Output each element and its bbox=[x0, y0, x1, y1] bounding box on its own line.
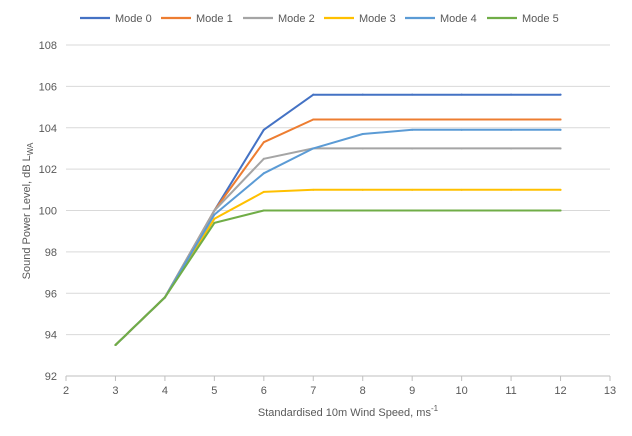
x-tick-label: 8 bbox=[360, 385, 366, 397]
data-point bbox=[559, 147, 562, 150]
data-point bbox=[460, 128, 463, 131]
data-point bbox=[460, 147, 463, 150]
data-point bbox=[510, 118, 513, 121]
y-tick-label: 102 bbox=[39, 164, 57, 176]
x-tick-label: 10 bbox=[456, 385, 468, 397]
data-point bbox=[460, 209, 463, 212]
data-point bbox=[510, 188, 513, 191]
legend: Mode 0 Mode 1 Mode 2 Mode 3 Mode 4 Mode 5 bbox=[80, 13, 559, 25]
data-point bbox=[411, 188, 414, 191]
series-line-mode-0 bbox=[114, 93, 562, 346]
y-tick-label: 100 bbox=[39, 206, 57, 218]
x-axis-title-superscript: -1 bbox=[431, 404, 439, 413]
x-tick-label: 11 bbox=[505, 385, 516, 397]
data-point bbox=[411, 147, 414, 150]
data-point bbox=[361, 118, 364, 121]
data-point bbox=[361, 188, 364, 191]
data-point bbox=[213, 221, 216, 224]
series-line-mode-1 bbox=[114, 118, 562, 346]
x-axis-title: Standardised 10m Wind Speed, ms-1 bbox=[258, 404, 439, 419]
y-axis-title: Sound Power Level, dB LWA bbox=[21, 142, 35, 279]
legend-label: Mode 5 bbox=[522, 13, 559, 25]
legend-label: Mode 3 bbox=[359, 13, 396, 25]
data-point bbox=[114, 343, 117, 346]
series-lines bbox=[114, 93, 562, 346]
data-point bbox=[312, 188, 315, 191]
x-tick-label: 7 bbox=[310, 385, 316, 397]
legend-label: Mode 4 bbox=[440, 13, 477, 25]
data-point bbox=[213, 209, 216, 212]
y-tick-label: 92 bbox=[45, 371, 57, 383]
data-point bbox=[312, 147, 315, 150]
x-tick-label: 6 bbox=[261, 385, 267, 397]
data-point bbox=[460, 93, 463, 96]
data-point bbox=[460, 188, 463, 191]
x-tick-label: 9 bbox=[409, 385, 415, 397]
data-point bbox=[559, 128, 562, 131]
data-point bbox=[361, 209, 364, 212]
data-point bbox=[411, 118, 414, 121]
x-tick-label: 12 bbox=[554, 385, 566, 397]
series-line-mode-2 bbox=[114, 147, 562, 346]
data-point bbox=[411, 209, 414, 212]
x-tick-label: 13 bbox=[604, 385, 616, 397]
data-point bbox=[559, 93, 562, 96]
data-point bbox=[262, 172, 265, 175]
y-tick-label: 94 bbox=[45, 330, 57, 342]
data-point bbox=[262, 157, 265, 160]
y-tick-label: 106 bbox=[39, 81, 57, 93]
series-line-mode-5 bbox=[114, 209, 562, 346]
data-point bbox=[510, 93, 513, 96]
y-tick-label: 98 bbox=[45, 247, 57, 259]
data-point bbox=[262, 209, 265, 212]
y-tick-label: 108 bbox=[39, 40, 57, 52]
data-point bbox=[361, 147, 364, 150]
data-point bbox=[411, 128, 414, 131]
data-point bbox=[262, 141, 265, 144]
data-point bbox=[510, 209, 513, 212]
data-point bbox=[213, 213, 216, 216]
data-point bbox=[510, 128, 513, 131]
series-line-mode-4 bbox=[114, 128, 562, 346]
data-point bbox=[262, 190, 265, 193]
x-axis-title-text: Standardised 10m Wind Speed, ms bbox=[258, 407, 432, 419]
x-tick-label: 5 bbox=[211, 385, 217, 397]
data-point bbox=[312, 93, 315, 96]
data-point bbox=[361, 132, 364, 135]
axis-titles: Standardised 10m Wind Speed, ms-1 Sound P… bbox=[21, 142, 439, 419]
data-point bbox=[213, 217, 216, 220]
x-tick-label: 3 bbox=[112, 385, 118, 397]
legend-label: Mode 1 bbox=[196, 13, 233, 25]
y-axis-title-subscript: WA bbox=[26, 142, 35, 155]
x-tick-label: 2 bbox=[63, 385, 69, 397]
y-tick-label: 96 bbox=[45, 288, 57, 300]
data-point bbox=[559, 209, 562, 212]
y-axis-title-text: Sound Power Level, dB L bbox=[21, 155, 33, 279]
data-point bbox=[361, 93, 364, 96]
legend-label: Mode 2 bbox=[278, 13, 315, 25]
legend-label: Mode 0 bbox=[115, 13, 152, 25]
data-point bbox=[460, 118, 463, 121]
data-point bbox=[312, 118, 315, 121]
series-line-mode-3 bbox=[114, 188, 562, 346]
data-point bbox=[559, 118, 562, 121]
x-tick-label: 4 bbox=[162, 385, 168, 397]
y-tick-label: 104 bbox=[39, 123, 57, 135]
data-point bbox=[411, 93, 414, 96]
data-point bbox=[262, 128, 265, 131]
data-point bbox=[312, 209, 315, 212]
data-point bbox=[559, 188, 562, 191]
data-point bbox=[163, 296, 166, 299]
data-point bbox=[510, 147, 513, 150]
axes: 92 94 96 98 100 102 104 106 108 2 3 4 5 6 7 8 9 10 11 12 13 bbox=[39, 40, 616, 397]
